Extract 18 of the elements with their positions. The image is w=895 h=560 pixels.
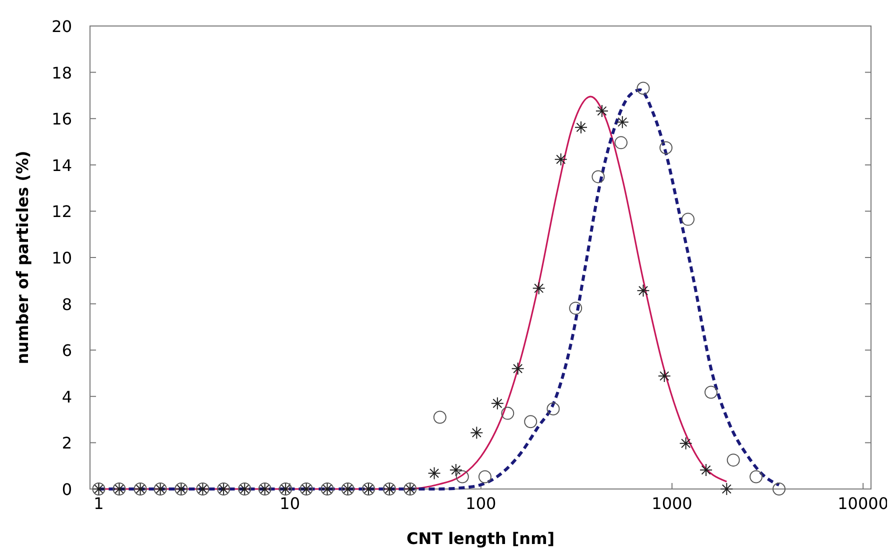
y-tick-label: 8: [62, 294, 72, 314]
y-tick-label: 12: [52, 202, 72, 222]
y-axis-title: number of particles (%): [13, 150, 32, 364]
y-tick-label: 10: [52, 248, 72, 268]
x-axis-title: CNT length [nm]: [406, 529, 555, 548]
y-tick-label: 6: [62, 341, 72, 360]
x-tick-label: 10: [280, 494, 300, 513]
y-tick-label: 2: [62, 434, 72, 453]
x-tick-label: 1: [94, 494, 104, 513]
y-tick-label: 18: [52, 63, 72, 82]
x-tick-label: 10000: [838, 494, 889, 513]
y-tick-label: 0: [62, 480, 72, 499]
y-tick-label: 14: [52, 156, 72, 175]
y-tick-label: 16: [52, 110, 72, 129]
x-tick-label: 1000: [652, 494, 692, 513]
y-tick-label: 20: [52, 17, 72, 36]
y-tick-label: 4: [62, 387, 72, 406]
x-tick-label: 100: [466, 494, 496, 513]
